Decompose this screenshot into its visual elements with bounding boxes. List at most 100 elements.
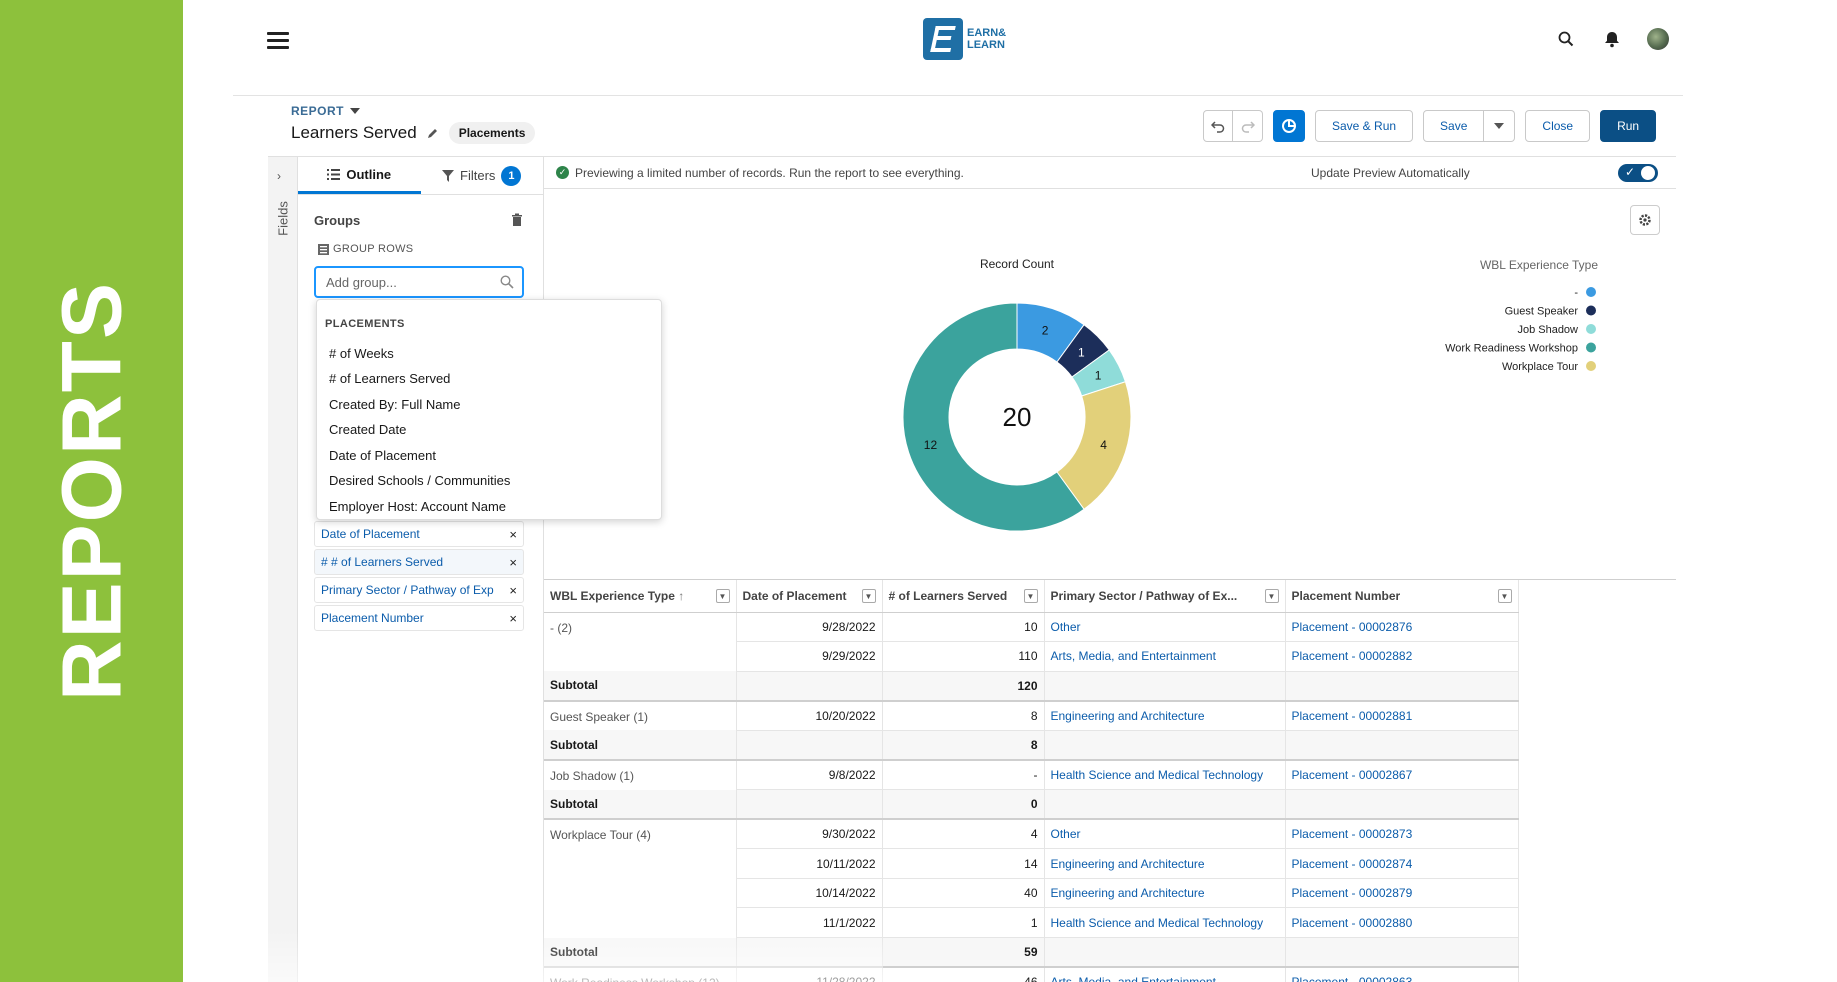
donut-slice[interactable] — [902, 302, 1085, 532]
cell-sector[interactable]: Arts, Media, and Entertainment — [1044, 641, 1286, 672]
cell-sector[interactable]: Engineering and Architecture — [1044, 700, 1286, 731]
tab-outline[interactable]: Outline — [298, 157, 421, 194]
menu-icon[interactable] — [267, 32, 289, 50]
cell-sector[interactable]: Health Science and Medical Technology — [1044, 907, 1286, 939]
add-group-input[interactable] — [314, 266, 524, 298]
search-icon[interactable] — [1555, 28, 1577, 50]
app-header: EARN& LEARN — [183, 0, 1837, 96]
table-header[interactable]: Primary Sector / Pathway of Ex... ▼ — [1044, 580, 1286, 613]
cell-learners: 14 — [882, 848, 1045, 879]
subtotal-row: Subtotal 120 — [544, 671, 1519, 702]
legend-item-label[interactable]: Job Shadow — [1517, 324, 1578, 336]
report-table: WBL Experience Type ↑ ▼ Date of Placement… — [544, 579, 1676, 982]
cell-placement-link[interactable]: Placement - 00002880 — [1285, 907, 1519, 939]
table-header[interactable]: # of Learners Served ▼ — [882, 580, 1045, 613]
chevron-right-icon[interactable]: › — [277, 169, 281, 183]
redo-button[interactable] — [1233, 110, 1263, 142]
cell-sector[interactable]: Arts, Media, and Entertainment — [1044, 967, 1286, 982]
dropdown-option[interactable]: Created Date — [329, 422, 407, 437]
close-icon[interactable]: × — [509, 582, 517, 598]
cell-sector[interactable]: Other — [1044, 612, 1286, 643]
fields-rail[interactable]: › Fields — [268, 157, 298, 982]
chart-toggle-button[interactable] — [1273, 110, 1305, 142]
user-avatar[interactable] — [1647, 28, 1669, 50]
preview-info-bar: ✓ Previewing a limited number of records… — [544, 157, 1676, 189]
trash-icon[interactable] — [510, 213, 524, 227]
cell-sector[interactable]: Engineering and Architecture — [1044, 848, 1286, 879]
cell-placement-link[interactable]: Placement - 00002863 — [1285, 967, 1519, 982]
save-options-button[interactable] — [1484, 110, 1516, 142]
chart-settings-button[interactable] — [1630, 205, 1660, 235]
notification-bell-icon[interactable] — [1601, 28, 1623, 50]
table-header[interactable]: Date of Placement ▼ — [736, 580, 883, 613]
caret-down-icon — [350, 108, 361, 114]
dropdown-option[interactable]: Desired Schools / Communities — [329, 473, 511, 488]
subtotal-row: Subtotal 0 — [544, 789, 1519, 821]
table-header[interactable]: Placement Number ▼ — [1285, 580, 1519, 613]
column-item[interactable]: Placement Number × — [314, 605, 524, 631]
save-button[interactable]: Save — [1423, 110, 1485, 142]
cell-placement-link[interactable]: Placement - 00002874 — [1285, 848, 1519, 879]
report-title: Learners Served — [291, 123, 417, 142]
dropdown-option[interactable]: Created By: Full Name — [329, 397, 461, 412]
column-menu-icon[interactable]: ▼ — [1264, 589, 1279, 603]
dropdown-option[interactable]: Date of Placement — [329, 448, 436, 463]
legend-item-label[interactable]: Guest Speaker — [1505, 306, 1579, 318]
table-row: Workplace Tour (4) 9/30/2022 4 Other Placeme… — [544, 819, 1519, 938]
save-run-button[interactable]: Save & Run — [1315, 110, 1414, 142]
cell-placement-link[interactable]: Placement - 00002867 — [1285, 759, 1519, 791]
column-item[interactable]: # # of Learners Served × — [314, 549, 524, 575]
column-menu-icon[interactable]: ▼ — [1023, 589, 1038, 603]
group-label[interactable]: Workplace Tour (4) — [544, 819, 737, 938]
cell-learners: 110 — [882, 641, 1045, 672]
group-label[interactable]: - (2) — [544, 612, 737, 672]
chart-icon — [1282, 119, 1296, 133]
close-button[interactable]: Close — [1525, 110, 1591, 142]
report-label: REPORT — [291, 104, 345, 118]
close-icon[interactable]: × — [509, 610, 517, 626]
column-menu-icon[interactable]: ▼ — [715, 589, 730, 603]
empty-cell — [736, 671, 883, 702]
cell-placement-link[interactable]: Placement - 00002873 — [1285, 819, 1519, 850]
legend-item-label[interactable]: Work Readiness Workshop — [1445, 343, 1578, 355]
undo-button[interactable] — [1203, 110, 1233, 142]
cell-sector[interactable]: Health Science and Medical Technology — [1044, 759, 1286, 791]
group-label[interactable]: Guest Speaker (1) — [544, 700, 737, 731]
redo-icon — [1241, 121, 1255, 133]
legend-item-label[interactable]: - — [1574, 287, 1578, 299]
app-logo[interactable]: EARN& LEARN — [923, 18, 1006, 60]
cell-date: 9/30/2022 — [736, 819, 883, 850]
cell-placement-link[interactable]: Placement - 00002882 — [1285, 641, 1519, 672]
update-preview-toggle[interactable]: ✓ — [1618, 164, 1658, 182]
column-item[interactable]: Date of Placement × — [314, 521, 524, 547]
column-menu-icon[interactable]: ▼ — [861, 589, 876, 603]
gear-icon — [1639, 214, 1651, 226]
outline-panel: Outline Filters 1 Groups GROUP ROWS Date… — [298, 157, 544, 982]
bottom-fade — [183, 930, 883, 982]
close-icon[interactable]: × — [509, 554, 517, 570]
legend-swatch — [1586, 342, 1596, 353]
cell-date: 10/20/2022 — [736, 700, 883, 731]
empty-cell — [1044, 789, 1286, 821]
dropdown-option[interactable]: # of Learners Served — [329, 371, 451, 386]
edit-pencil-icon[interactable] — [427, 127, 439, 139]
tab-filters-label: Filters — [460, 168, 496, 183]
cell-placement-link[interactable]: Placement - 00002879 — [1285, 878, 1519, 909]
subtotal-label: Subtotal — [544, 730, 737, 761]
close-icon[interactable]: × — [509, 526, 517, 542]
legend-item-label[interactable]: Workplace Tour — [1502, 361, 1578, 373]
report-type-menu[interactable]: REPORT — [291, 104, 535, 118]
table-header[interactable]: WBL Experience Type ↑ ▼ — [544, 580, 737, 613]
dropdown-option[interactable]: # of Weeks — [329, 346, 394, 361]
empty-cell — [1044, 937, 1286, 969]
column-item[interactable]: Primary Sector / Pathway of Exp × — [314, 577, 524, 603]
column-menu-icon[interactable]: ▼ — [1497, 589, 1512, 603]
run-button[interactable]: Run — [1600, 110, 1657, 142]
cell-placement-link[interactable]: Placement - 00002881 — [1285, 700, 1519, 731]
dropdown-option[interactable]: Employer Host: Account Name — [329, 499, 507, 514]
tab-filters[interactable]: Filters 1 — [421, 157, 544, 194]
cell-placement-link[interactable]: Placement - 00002876 — [1285, 612, 1519, 643]
cell-sector[interactable]: Other — [1044, 819, 1286, 850]
group-label[interactable]: Job Shadow (1) — [544, 759, 737, 790]
cell-sector[interactable]: Engineering and Architecture — [1044, 878, 1286, 909]
